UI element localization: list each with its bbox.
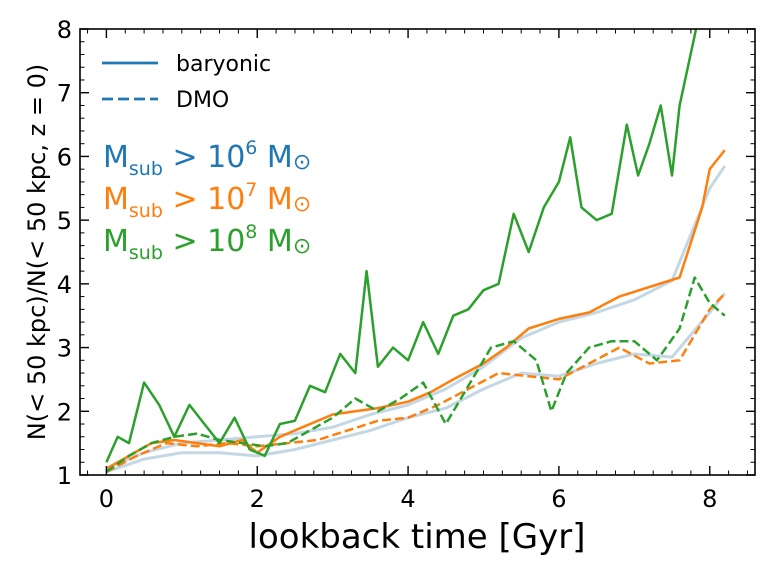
x-tick-label: 0 bbox=[99, 485, 114, 513]
series-line-m8_baryonic bbox=[105, 29, 698, 463]
y-axis-title: N(< 50 kpc)/N(< 50 kpc, z = 0) bbox=[23, 64, 51, 440]
x-tick-label: 6 bbox=[551, 485, 566, 513]
x-tick-label: 8 bbox=[702, 485, 717, 513]
annotation-msub-8: Msub > 108 M⊙ bbox=[103, 221, 311, 264]
annotations: Msub > 106 M⊙Msub > 107 M⊙Msub > 108 M⊙ bbox=[103, 137, 311, 264]
series-line-m8_dmo bbox=[105, 276, 726, 473]
y-tick-label: 8 bbox=[57, 16, 72, 44]
series-layer bbox=[105, 29, 727, 474]
plot-frame bbox=[79, 28, 756, 476]
series-line-m6_dmo bbox=[105, 292, 726, 474]
x-axis-title: lookback time [Gyr] bbox=[249, 517, 586, 557]
y-tick-label: 7 bbox=[57, 80, 72, 108]
legend: baryonic DMO bbox=[102, 52, 271, 113]
y-tick-label: 1 bbox=[57, 462, 72, 490]
x-tick-label: 4 bbox=[400, 485, 415, 513]
series-line-m7_dmo bbox=[105, 292, 726, 473]
legend-label-baryonic: baryonic bbox=[176, 52, 271, 77]
series-line-m7_baryonic bbox=[105, 149, 726, 470]
annotation-msub-6: Msub > 106 M⊙ bbox=[103, 137, 311, 180]
y-tick-label: 2 bbox=[57, 398, 72, 426]
legend-label-dmo: DMO bbox=[176, 88, 229, 113]
y-tick-label: 5 bbox=[57, 207, 72, 235]
y-tick-label: 4 bbox=[57, 271, 72, 299]
series-line-m6_baryonic bbox=[105, 165, 727, 470]
tick-layer: 0 2 4 6 8 1 2 3 4 5 6 7 8 bbox=[57, 16, 755, 513]
annotation-msub-7: Msub > 107 M⊙ bbox=[103, 179, 311, 222]
y-tick-label: 6 bbox=[57, 143, 72, 171]
y-tick-label: 3 bbox=[57, 335, 72, 363]
x-tick-label: 2 bbox=[250, 485, 265, 513]
